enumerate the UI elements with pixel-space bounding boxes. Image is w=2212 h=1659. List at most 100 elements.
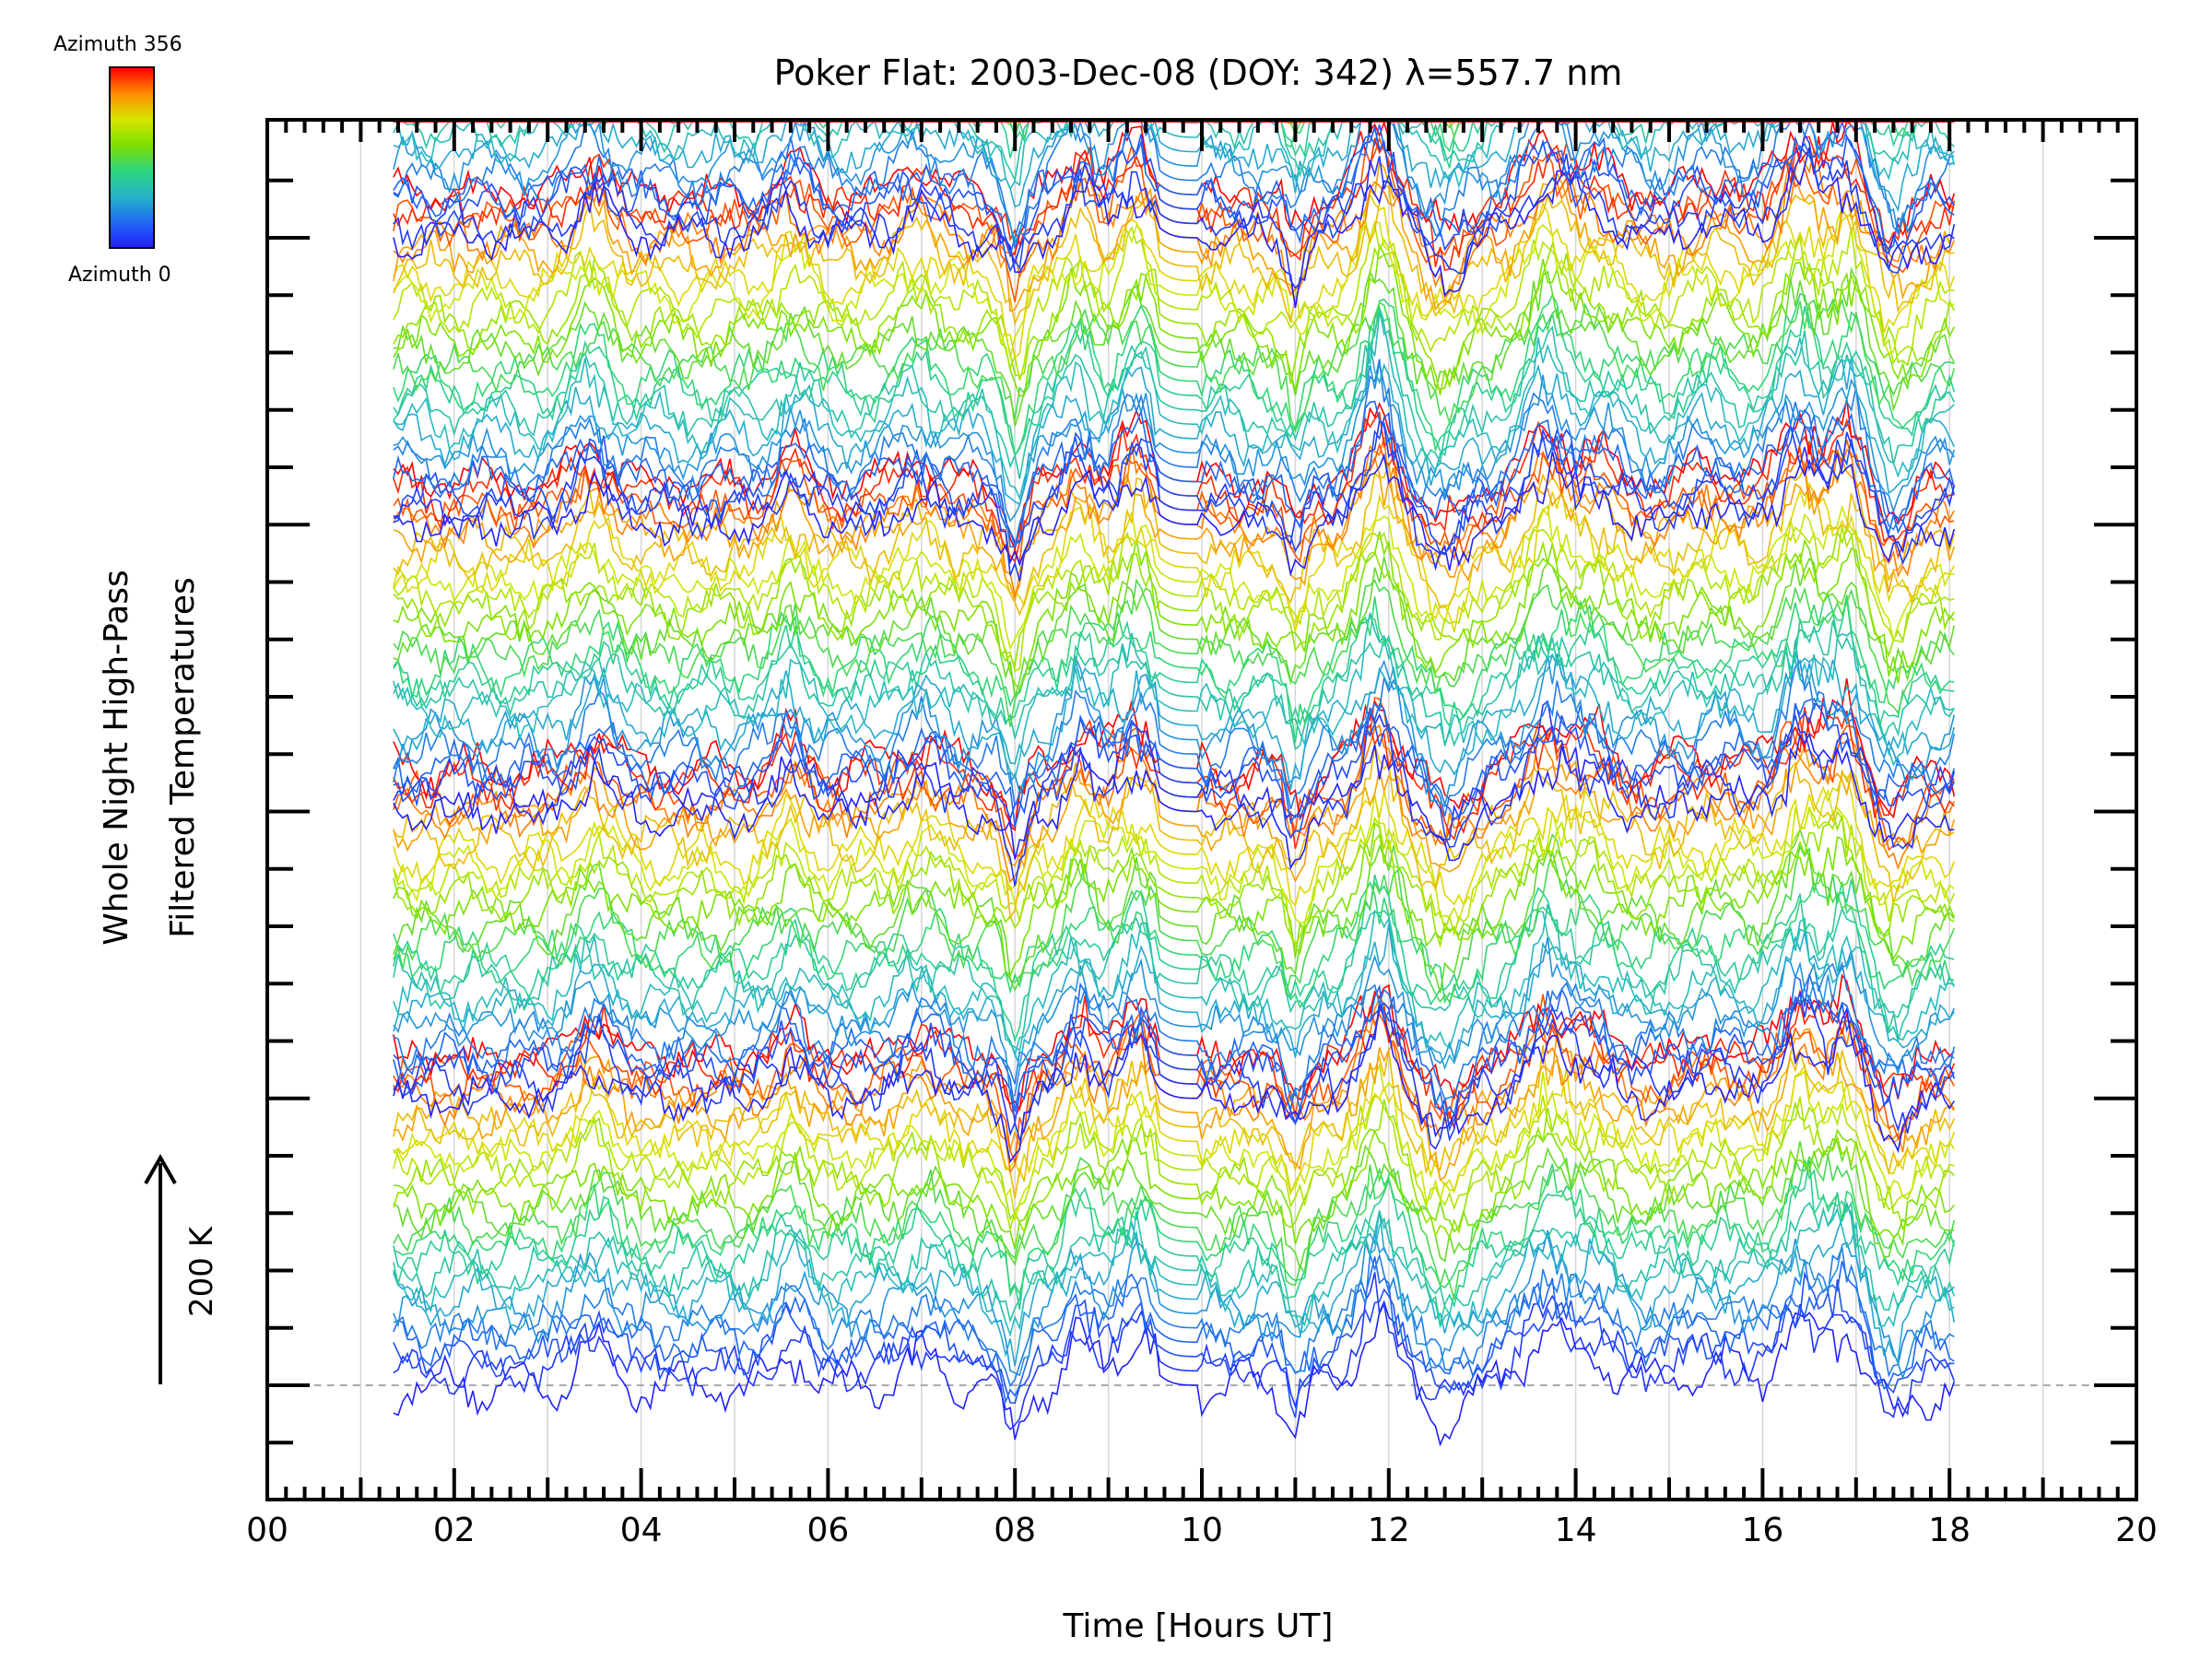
temperature-trace [393, 745, 1955, 921]
temperature-trace [393, 612, 1955, 781]
x-tick-label: 04 [620, 1512, 663, 1549]
temperature-trace [393, 234, 1956, 395]
temperature-trace [393, 1137, 1955, 1272]
temperature-trace [393, 874, 1955, 1043]
y-axis-label-line1: Whole Night High-Pass [98, 570, 135, 946]
temperature-trace [393, 481, 1955, 633]
temperature-trace [393, 936, 1956, 1098]
temperature-trace [393, 185, 1955, 326]
x-tick-label: 10 [1181, 1512, 1223, 1549]
temperature-trace [393, 362, 1956, 523]
temperature-trace [393, 504, 1955, 651]
temperature-trace [393, 1270, 1955, 1418]
x-axis-label: Time [Hours UT] [1063, 1607, 1334, 1645]
temperature-trace [393, 973, 1955, 1117]
scale-label: 200 K [183, 1225, 220, 1317]
temperature-trace [393, 1064, 1956, 1196]
temperature-trace [393, 147, 1955, 309]
temperature-trace [393, 526, 1955, 669]
colorbar-top-label: Azimuth 356 [53, 33, 182, 56]
temperature-trace [393, 451, 1956, 577]
temperature-trace [393, 157, 1956, 312]
temperature-trace [393, 1063, 1955, 1221]
temperature-trace [393, 557, 1956, 698]
temperature-trace [393, 732, 1955, 870]
x-axis-ticks [265, 120, 2138, 1500]
temperature-trace [393, 1300, 1956, 1447]
x-axis-tick-labels: 00 02 04 06 08 10 12 14 16 18 20 [246, 1512, 2158, 1549]
temperature-trace [393, 359, 1955, 548]
temperature-trace [393, 242, 1956, 397]
temperature-trace [393, 1192, 1956, 1327]
temperature-trace [393, 119, 1955, 258]
temperature-trace [393, 1246, 1955, 1388]
y-axis-ticks [267, 178, 2136, 1445]
temperature-trace [393, 620, 1956, 751]
x-tick-label: 02 [433, 1512, 476, 1549]
x-tick-label: 08 [994, 1512, 1036, 1549]
temperature-trace [393, 700, 1956, 887]
temperature-trace [393, 702, 1956, 848]
temperature-trace [393, 906, 1955, 1052]
temperature-trace [393, 810, 1955, 955]
colorbar-bottom-label: Azimuth 0 [68, 264, 171, 287]
temperature-trace [393, 1256, 1955, 1405]
temperature-trace [393, 1094, 1955, 1230]
temperature-trace [393, 578, 1955, 727]
x-tick-label: 00 [246, 1512, 288, 1549]
temperature-trace [393, 1044, 1956, 1199]
scale-arrow [144, 1153, 177, 1384]
x-tick-label: 20 [2115, 1512, 2158, 1549]
temperature-trace [393, 206, 1955, 359]
temperature-trace [393, 640, 1956, 808]
temperature-trace [393, 266, 1956, 427]
temperature-trace [393, 305, 1956, 458]
temperature-trace [393, 124, 1956, 274]
temperature-trace [393, 806, 1956, 947]
temperature-trace [393, 844, 1956, 1004]
x-tick-label: 06 [806, 1512, 849, 1549]
temperature-trace [393, 774, 1956, 907]
temperature-trace [393, 292, 1955, 457]
temperature-trace [393, 1159, 1956, 1325]
temperature-trace [393, 1155, 1956, 1300]
temperature-trace [393, 400, 1956, 547]
temperature-trace [393, 743, 1956, 883]
temperature-trace [393, 297, 1956, 433]
temperature-trace [393, 904, 1956, 1058]
temperature-trace [393, 997, 1955, 1132]
temperature-trace [393, 418, 1956, 582]
temperature-traces [393, 119, 1956, 1447]
temperature-trace [393, 462, 1956, 617]
temperature-trace [393, 408, 1956, 556]
temperature-trace [393, 874, 1955, 1009]
temperature-trace [393, 924, 1955, 1071]
temperature-trace [393, 1028, 1955, 1182]
temperature-trace [393, 788, 1955, 924]
temperature-trace [393, 312, 1955, 501]
temperature-trace [393, 344, 1956, 506]
x-tick-label: 14 [1555, 1512, 1597, 1549]
chart-title: Poker Flat: 2003-Dec-08 (DOY: 342) λ=557… [774, 53, 1623, 93]
temperature-trace [393, 696, 1955, 859]
temperature-trace [393, 1230, 1955, 1381]
temperature-trace [393, 119, 1955, 245]
temperature-trace [393, 1099, 1955, 1241]
temperature-trace [393, 960, 1956, 1110]
x-tick-label: 16 [1741, 1512, 1783, 1549]
x-tick-label: 12 [1368, 1512, 1410, 1549]
temperature-trace [393, 598, 1955, 728]
y-axis-label-line2: Filtered Temperatures [164, 577, 202, 938]
x-tick-label: 18 [1928, 1512, 1971, 1549]
temperature-trace [393, 659, 1956, 817]
temperature-trace [393, 119, 1956, 191]
temperature-trace [393, 120, 1955, 213]
temperature-trace [393, 132, 1956, 289]
temperature-trace [393, 991, 1956, 1150]
temperature-trace [393, 192, 1956, 359]
temperature-trace [393, 593, 1955, 744]
temperature-trace [393, 1206, 1955, 1337]
temperature-trace [393, 821, 1956, 977]
temperature-trace [393, 119, 1955, 249]
